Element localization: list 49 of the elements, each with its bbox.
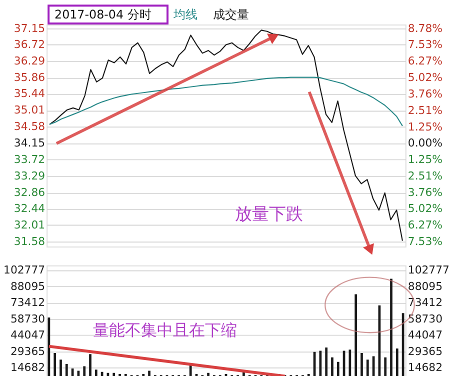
y2-tick-label: 3.76% (408, 186, 442, 199)
y2-tick-label: 0.00% (408, 136, 442, 150)
y-tick-label: 32.44 (14, 202, 46, 216)
y-tick-label: 58730 (10, 312, 46, 326)
y2-tick-label: 2.51% (408, 104, 442, 117)
y-tick-label: 88095 (10, 280, 46, 293)
y2-tick-label: 88095 (408, 280, 443, 293)
y2-tick-label: 5.02% (408, 202, 442, 216)
y2-tick-label: 6.27% (408, 218, 442, 232)
y-tick-label: 36.29 (14, 54, 46, 68)
y2-tick-label: 3.76% (408, 87, 442, 100)
y-tick-label: 37.15 (14, 22, 46, 35)
text: 成交量 (213, 8, 250, 22)
y2-tick-label: 44047 (408, 328, 443, 342)
y2-tick-label: 1.25% (408, 152, 442, 166)
y-tick-label: 73412 (10, 296, 46, 310)
y-tick-label: 33.29 (14, 170, 46, 183)
annotation: 放量下跌 (234, 204, 303, 224)
y-tick-label: 14682 (10, 361, 46, 374)
y-tick-label: 44047 (10, 328, 46, 342)
y2-tick-label: 29365 (408, 344, 443, 358)
y-tick-label: 29365 (10, 344, 46, 358)
y-tick-label: 36.72 (14, 38, 46, 52)
y-tick-label: 31.58 (14, 235, 46, 248)
y2-tick-label: 14682 (408, 361, 443, 374)
y2-tick-label: 5.02% (408, 70, 442, 84)
y2-tick-label: 8.78% (408, 22, 442, 35)
y-tick-label: 35.44 (14, 87, 46, 100)
y-tick-label: 32.86 (14, 186, 46, 199)
y-tick-label: 32.01 (14, 218, 46, 232)
y-tick-label: 35.86 (14, 71, 46, 84)
y-tick-label: 34.58 (14, 120, 46, 134)
line-series (48, 30, 404, 242)
y2-tick-label: 7.53% (408, 235, 442, 248)
line-series (48, 76, 404, 126)
y2-tick-label: 73412 (408, 296, 443, 310)
y-tick-label: 34.15 (14, 136, 46, 150)
text: 均线 (172, 8, 198, 22)
y2-tick-label: 102777 (408, 264, 450, 277)
y2-tick-label: 6.27% (408, 54, 442, 68)
y-tick-label: 102777 (4, 264, 46, 277)
annotation: 量能不集中且在下缩 (93, 320, 238, 340)
y2-tick-label: 1.25% (408, 120, 442, 134)
chart-title: 2017-08-04 分时 (54, 8, 152, 22)
y2-tick-label: 7.53% (408, 38, 442, 52)
y-tick-label: 33.72 (14, 153, 46, 166)
y-tick-label: 35.01 (14, 104, 46, 117)
y2-tick-label: 2.51% (408, 169, 442, 182)
y2-tick-label: 58730 (408, 312, 443, 326)
